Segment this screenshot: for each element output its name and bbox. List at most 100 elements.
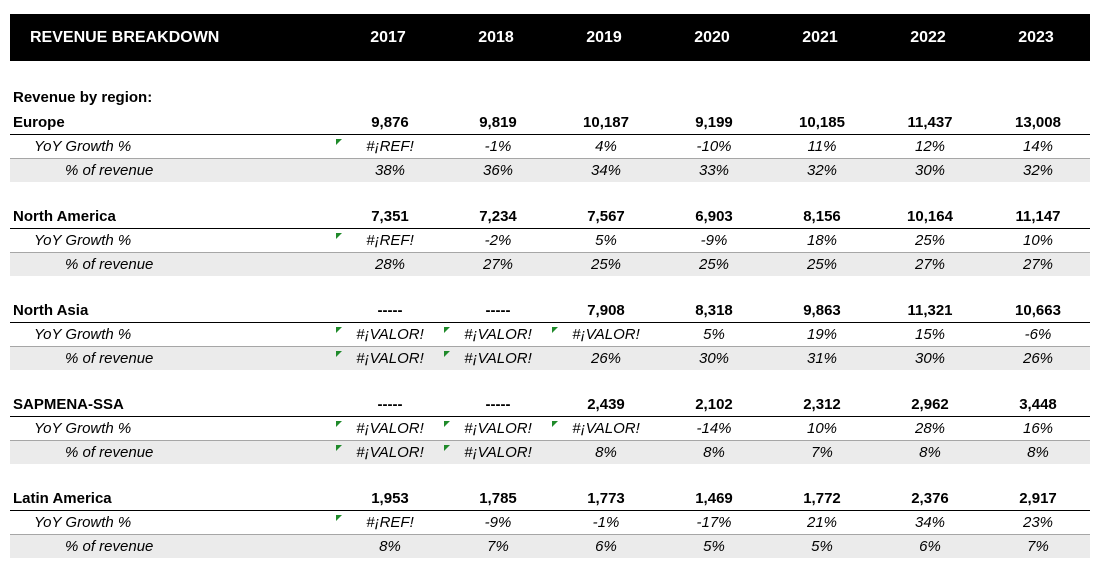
yoy-growth-row-cell[interactable]: 5% xyxy=(595,232,617,249)
section-title[interactable]: Revenue by region: xyxy=(13,88,153,106)
pct-of-revenue-row-cell[interactable]: 8% xyxy=(1027,444,1049,461)
region-revenue-row-cell[interactable]: 3,448 xyxy=(1019,396,1057,413)
region-revenue-row-cell[interactable]: 1,773 xyxy=(587,490,625,507)
yoy-growth-row-cell[interactable]: 10% xyxy=(1022,232,1054,249)
region-revenue-row-cell[interactable]: 10,187 xyxy=(583,114,629,131)
pct-of-revenue-row-cell[interactable]: 27% xyxy=(914,256,946,273)
region-revenue-row-cell[interactable]: 1,772 xyxy=(803,490,841,507)
region-revenue-row-cell[interactable]: ----- xyxy=(377,302,403,319)
year-header[interactable]: 2021 xyxy=(802,28,838,46)
region-revenue-row-cell[interactable]: 9,863 xyxy=(803,302,841,319)
year-header[interactable]: 2019 xyxy=(586,28,622,46)
pct-of-revenue-row-cell[interactable]: 7% xyxy=(487,538,509,555)
pct-of-revenue-row-cell[interactable]: 8% xyxy=(379,538,401,555)
region-revenue-row-label[interactable]: North America xyxy=(13,208,116,225)
yoy-growth-row-cell[interactable]: #¡VALOR! xyxy=(444,326,552,343)
yoy-growth-row-cell[interactable]: -6% xyxy=(1024,326,1052,343)
yoy-growth-row-cell[interactable]: #¡VALOR! xyxy=(552,326,660,343)
yoy-growth-row-cell[interactable]: #¡REF! xyxy=(336,138,444,155)
region-revenue-row-cell[interactable]: 11,437 xyxy=(907,114,953,131)
region-revenue-row-cell[interactable]: 6,903 xyxy=(695,208,733,225)
pct-of-revenue-row-cell[interactable]: #¡VALOR! xyxy=(444,350,552,367)
yoy-growth-row-cell[interactable]: -10% xyxy=(696,138,732,155)
pct-of-revenue-row-cell[interactable]: 6% xyxy=(919,538,941,555)
region-revenue-row-cell[interactable]: 1,785 xyxy=(479,490,517,507)
year-header[interactable]: 2022 xyxy=(910,28,946,46)
yoy-growth-row-cell[interactable]: 21% xyxy=(806,514,838,531)
yoy-growth-row-cell[interactable]: 12% xyxy=(914,138,946,155)
yoy-growth-row-cell[interactable]: #¡VALOR! xyxy=(336,420,444,437)
yoy-growth-row-cell[interactable]: 5% xyxy=(703,326,725,343)
region-revenue-row-cell[interactable]: ----- xyxy=(485,302,511,319)
pct-of-revenue-row-cell[interactable]: 32% xyxy=(806,162,838,179)
pct-of-revenue-row-cell[interactable]: 36% xyxy=(482,162,514,179)
region-revenue-row-label[interactable]: Europe xyxy=(13,114,65,131)
yoy-growth-row-cell[interactable]: 28% xyxy=(914,420,946,437)
yoy-growth-row-cell[interactable]: 25% xyxy=(914,232,946,249)
region-revenue-row-cell[interactable]: 7,567 xyxy=(587,208,625,225)
region-revenue-row-cell[interactable]: 8,156 xyxy=(803,208,841,225)
pct-of-revenue-row-cell[interactable]: 30% xyxy=(914,350,946,367)
pct-of-revenue-row-cell[interactable]: 27% xyxy=(1022,256,1054,273)
pct-of-revenue-row-cell[interactable]: 34% xyxy=(590,162,622,179)
region-revenue-row-cell[interactable]: 1,469 xyxy=(695,490,733,507)
pct-of-revenue-row-cell[interactable]: 25% xyxy=(698,256,730,273)
region-revenue-row-cell[interactable]: 13,008 xyxy=(1015,114,1061,131)
pct-of-revenue-row-cell[interactable]: 25% xyxy=(806,256,838,273)
region-revenue-row-cell[interactable]: 11,321 xyxy=(907,302,953,319)
pct-of-revenue-row-cell[interactable]: 26% xyxy=(1022,350,1054,367)
region-revenue-row-cell[interactable]: 10,164 xyxy=(907,208,953,225)
pct-of-revenue-row-label[interactable]: % of revenue xyxy=(65,444,154,461)
pct-of-revenue-row-label[interactable]: % of revenue xyxy=(65,256,154,273)
pct-of-revenue-row-cell[interactable]: 32% xyxy=(1022,162,1054,179)
year-header[interactable]: 2017 xyxy=(370,28,406,46)
region-revenue-row-cell[interactable]: 11,147 xyxy=(1015,208,1061,225)
region-revenue-row-cell[interactable]: 2,439 xyxy=(587,396,625,413)
yoy-growth-row-label[interactable]: YoY Growth % xyxy=(34,232,132,249)
pct-of-revenue-row-cell[interactable]: 27% xyxy=(482,256,514,273)
region-revenue-row-cell[interactable]: 1,953 xyxy=(371,490,409,507)
year-header[interactable]: 2023 xyxy=(1018,28,1054,46)
region-revenue-row-cell[interactable]: 2,376 xyxy=(911,490,949,507)
pct-of-revenue-row-cell[interactable]: #¡VALOR! xyxy=(336,350,444,367)
yoy-growth-row-cell[interactable]: -17% xyxy=(696,514,732,531)
pct-of-revenue-row-cell[interactable]: 28% xyxy=(374,256,406,273)
pct-of-revenue-row-cell[interactable]: 6% xyxy=(595,538,617,555)
yoy-growth-row-label[interactable]: YoY Growth % xyxy=(34,326,132,343)
region-revenue-row-label[interactable]: Latin America xyxy=(13,490,112,507)
pct-of-revenue-row-cell[interactable]: 26% xyxy=(590,350,622,367)
pct-of-revenue-row-label[interactable]: % of revenue xyxy=(65,538,154,555)
yoy-growth-row-cell[interactable]: 10% xyxy=(806,420,838,437)
yoy-growth-row-cell[interactable]: #¡VALOR! xyxy=(336,326,444,343)
region-revenue-row-cell[interactable]: ----- xyxy=(485,396,511,413)
yoy-growth-row-cell[interactable]: 14% xyxy=(1022,138,1054,155)
yoy-growth-row-cell[interactable]: -14% xyxy=(696,420,732,437)
pct-of-revenue-row-cell[interactable]: 25% xyxy=(590,256,622,273)
region-revenue-row-label[interactable]: North Asia xyxy=(13,302,89,319)
region-revenue-row-cell[interactable]: 10,663 xyxy=(1015,302,1061,319)
pct-of-revenue-row-cell[interactable]: 7% xyxy=(1027,538,1049,555)
yoy-growth-row-label[interactable]: YoY Growth % xyxy=(34,138,132,155)
yoy-growth-row-cell[interactable]: 15% xyxy=(914,326,946,343)
yoy-growth-row-cell[interactable]: #¡REF! xyxy=(336,232,444,249)
yoy-growth-row-cell[interactable]: -2% xyxy=(484,232,512,249)
region-revenue-row-cell[interactable]: 8,318 xyxy=(695,302,733,319)
yoy-growth-row-cell[interactable]: -1% xyxy=(592,514,620,531)
pct-of-revenue-row-cell[interactable]: 7% xyxy=(811,444,833,461)
yoy-growth-row-label[interactable]: YoY Growth % xyxy=(34,420,132,437)
pct-of-revenue-row-label[interactable]: % of revenue xyxy=(65,350,154,367)
yoy-growth-row-cell[interactable]: 16% xyxy=(1022,420,1054,437)
pct-of-revenue-row-cell[interactable]: 31% xyxy=(806,350,838,367)
yoy-growth-row-cell[interactable]: 11% xyxy=(807,138,837,155)
pct-of-revenue-row-cell[interactable]: 30% xyxy=(698,350,730,367)
yoy-growth-row-cell[interactable]: 34% xyxy=(914,514,946,531)
region-revenue-row-cell[interactable]: 9,199 xyxy=(695,114,733,131)
yoy-growth-row-cell[interactable]: #¡REF! xyxy=(336,514,444,531)
pct-of-revenue-row-cell[interactable]: 5% xyxy=(703,538,725,555)
pct-of-revenue-row-cell[interactable]: 30% xyxy=(914,162,946,179)
pct-of-revenue-row-cell[interactable]: 5% xyxy=(811,538,833,555)
region-revenue-row-cell[interactable]: 7,351 xyxy=(371,208,409,225)
pct-of-revenue-row-cell[interactable]: 38% xyxy=(374,162,406,179)
pct-of-revenue-row-cell[interactable]: 8% xyxy=(919,444,941,461)
yoy-growth-row-cell[interactable]: 4% xyxy=(595,138,617,155)
